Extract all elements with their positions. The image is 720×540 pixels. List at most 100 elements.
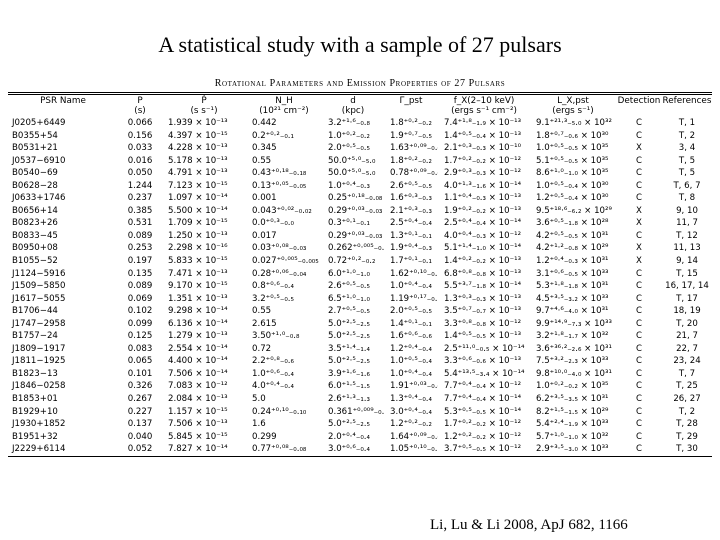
cell-references: T, 29	[676, 431, 698, 442]
col-header-flux: f_X(2–10 keV) (ergs s⁻¹ cm⁻²)	[451, 96, 517, 116]
table-row: B1823−13 0.101 7.506 × 10⁻¹⁴ 1.0⁺⁰·⁶₋₀.₄ 3.9…	[8, 368, 712, 381]
cell-name: B1853+01	[12, 394, 58, 405]
cell-references: T, 15	[676, 268, 698, 279]
cell-pdot: 5.833 × 10⁻¹⁵	[168, 256, 228, 267]
cell-flux: 1.7⁺⁰·²₋₀.₂ × 10⁻¹²	[444, 419, 522, 430]
cell-period: 0.137	[127, 419, 153, 430]
cell-nh: 0.8⁺⁰·⁶₋₀.₄	[252, 281, 294, 292]
cell-pdot: 5.178 × 10⁻¹³	[168, 155, 228, 166]
cell-distance: 50.0⁺⁵·⁰₋₅.₀	[328, 168, 376, 179]
cell-pdot: 1.279 × 10⁻¹³	[168, 331, 228, 342]
cell-detection: C	[635, 356, 642, 367]
cell-nh: 0.28⁺⁰·⁰⁶₋₀.₀₄	[252, 268, 307, 279]
cell-period: 0.089	[127, 281, 153, 292]
cell-pdot: 5.500 × 10⁻¹⁴	[168, 205, 228, 216]
cell-gamma: 1.8⁺⁰·²₋₀.₂	[390, 155, 432, 166]
cell-references: T, 8	[678, 193, 696, 204]
cell-gamma: 1.3⁺⁰·⁴₋₀.₄	[390, 394, 432, 405]
cell-pdot: 1.250 × 10⁻¹³	[168, 230, 228, 241]
cell-distance: 3.9⁺¹·⁶₋₁.₆	[328, 368, 370, 379]
cell-references: 11, 7	[676, 218, 698, 229]
table-row: J0205+6449 0.066 1.939 × 10⁻¹³ 0.442 3.2⁺¹·⁶…	[8, 117, 712, 130]
table-row: B1951+32 0.040 5.845 × 10⁻¹⁵ 0.299 2.0⁺⁰·⁴₋₀…	[8, 431, 712, 444]
cell-flux: 3.3⁺⁰·⁸₋₀.₈ × 10⁻¹²	[444, 318, 522, 329]
cell-gamma: 1.64⁺⁰·⁰⁹₋₀.₀₉	[390, 431, 438, 442]
cell-gamma: 3.0⁺⁰·⁴₋₀.₄	[390, 406, 432, 417]
cell-name: B1706−44	[12, 306, 58, 317]
cell-period: 0.052	[127, 444, 153, 455]
cell-nh: 1.6	[252, 419, 266, 430]
cell-name: J0205+6449	[12, 118, 66, 128]
citation: Li, Lu & Li 2008, ApJ 682, 1166	[430, 517, 628, 533]
cell-period: 0.267	[127, 394, 153, 405]
cell-detection: X	[636, 205, 642, 216]
cell-references: 3, 4	[678, 143, 696, 154]
table-row: B0540−69 0.050 4.791 × 10⁻¹³ 0.43⁺⁰·¹⁸₋₀.₁₈…	[8, 167, 712, 180]
cell-detection: C	[635, 406, 642, 417]
table-row: J1509−5850 0.089 9.170 × 10⁻¹⁵ 0.8⁺⁰·⁶₋₀.₄ 2…	[8, 280, 712, 293]
cell-luminosity: 1.0⁺⁰·⁵₋₀.₅ × 10³⁵	[536, 143, 609, 154]
cell-name: B0950+08	[12, 243, 58, 254]
cell-gamma: 1.19⁺⁰·¹⁷₋₀.₁₇	[390, 293, 438, 304]
pulsar-table: PSR Name P (s) Ṗ (s s⁻¹) N_H (10²¹ cm⁻²) d(…	[8, 95, 712, 456]
cell-period: 0.385	[127, 205, 153, 216]
cell-pdot: 7.506 × 10⁻¹³	[168, 419, 228, 430]
cell-nh: 0.299	[252, 431, 277, 442]
cell-period: 0.066	[127, 118, 153, 128]
cell-references: T, 2	[678, 406, 696, 417]
cell-distance: 0.262⁺⁰·⁰⁰⁵₋₀.₀₀₅	[328, 243, 384, 254]
cell-flux: 1.4⁺⁰·²₋₀.₂ × 10⁻¹³	[444, 256, 522, 267]
cell-distance: 50.0⁺⁵·⁰₋₅.₀	[328, 155, 376, 166]
cell-references: T, 17	[676, 293, 698, 304]
cell-distance: 0.25⁺⁰·¹⁸₋₀.₀₈	[328, 193, 383, 204]
cell-luminosity: 3.1⁺⁰·⁶₋₀.₅ × 10³³	[536, 268, 609, 279]
cell-name: J0633+1746	[12, 193, 66, 204]
col-header-distance: d (kpc)	[341, 96, 365, 116]
cell-references: 16, 17, 14	[665, 281, 709, 292]
table-row: J0633+1746 0.237 1.097 × 10⁻¹⁴ 0.001 0.25⁺⁰·…	[8, 192, 712, 205]
cell-gamma: 1.0⁺⁰·⁴₋₀.₄	[390, 281, 432, 292]
cell-references: T, 12	[676, 230, 698, 241]
cell-flux: 1.1⁺⁰·⁴₋₀.₃ × 10⁻¹³	[444, 193, 522, 204]
col-header-gamma: Γ_pst	[399, 96, 423, 106]
cell-flux: 1.2⁺⁰·²₋₀.₂ × 10⁻¹²	[444, 431, 522, 442]
cell-pdot: 7.083 × 10⁻¹²	[168, 381, 228, 392]
table-row: B0950+08 0.253 2.298 × 10⁻¹⁶ 0.03⁺⁰·⁰⁸₋₀.₀₃…	[8, 242, 712, 255]
cell-references: T, 30	[676, 444, 698, 455]
cell-luminosity: 7.5⁺³·²₋₂.₃ × 10³³	[536, 356, 609, 367]
cell-period: 0.089	[127, 230, 153, 241]
cell-distance: 0.361⁺⁰·⁰⁰⁹₋₀.₀₀₉	[328, 406, 384, 417]
table-row: B1929+10 0.227 1.157 × 10⁻¹⁵ 0.24⁺⁰·¹⁰₋₀.₁₀…	[8, 406, 712, 419]
cell-distance: 6.0⁺¹·⁵₋₁.₅	[328, 381, 370, 392]
cell-name: J1809−1917	[12, 343, 66, 354]
cell-flux: 6.8⁺⁰·⁸₋₀.₈ × 10⁻¹³	[444, 268, 522, 279]
cell-detection: X	[636, 243, 642, 254]
cell-period: 0.197	[127, 256, 153, 267]
cell-distance: 2.0⁺⁰·⁵₋₀.₅	[328, 143, 370, 154]
table-row: B0833−45 0.089 1.250 × 10⁻¹³ 0.017 0.29⁺⁰·⁰³…	[8, 230, 712, 243]
cell-detection: X	[636, 143, 642, 154]
cell-name: B0833−45	[12, 230, 58, 241]
cell-name: B0355+54	[12, 130, 58, 141]
cell-nh: 0.72	[252, 343, 272, 354]
table-row: J1809−1917 0.083 2.554 × 10⁻¹⁴ 0.72 3.5⁺¹·⁴₋…	[8, 343, 712, 356]
cell-distance: 0.72⁺⁰·²₋₀.₂	[328, 256, 376, 267]
cell-detection: C	[635, 368, 642, 379]
cell-distance: 3.5⁺¹·⁴₋₁.₄	[328, 343, 370, 354]
cell-detection: X	[636, 256, 642, 267]
cell-flux: 3.5⁺⁰·⁷₋₀.₇ × 10⁻¹³	[444, 306, 522, 317]
table-row: B1853+01 0.267 2.084 × 10⁻¹³ 5.0 2.6⁺¹·³₋₁.₃…	[8, 393, 712, 406]
cell-luminosity: 8.2⁺¹·⁵₋₁.₅ × 10²⁹	[536, 406, 609, 417]
cell-distance: 0.29⁺⁰·⁰³₋₀.₀₃	[328, 205, 383, 216]
cell-pdot: 1.157 × 10⁻¹⁵	[168, 406, 228, 417]
cell-name: B1951+32	[12, 431, 58, 442]
cell-period: 0.040	[127, 431, 153, 442]
cell-flux: 7.7⁺⁰·⁴₋₀.₄ × 10⁻¹⁴	[444, 394, 522, 405]
cell-period: 0.253	[127, 243, 153, 254]
cell-distance: 0.3⁺⁰·¹₋₀.₁	[328, 218, 370, 229]
cell-references: T, 20	[676, 318, 698, 329]
table-row: B0823+26 0.531 1.709 × 10⁻¹⁵ 0.0⁺⁰·³₋₀.₀ 0.3…	[8, 217, 712, 230]
cell-references: 22, 7	[676, 343, 698, 354]
cell-gamma: 1.3⁺⁰·¹₋₀.₁	[390, 230, 432, 241]
cell-flux: 4.0⁺¹·³₋₁.₆ × 10⁻¹⁴	[444, 180, 522, 191]
